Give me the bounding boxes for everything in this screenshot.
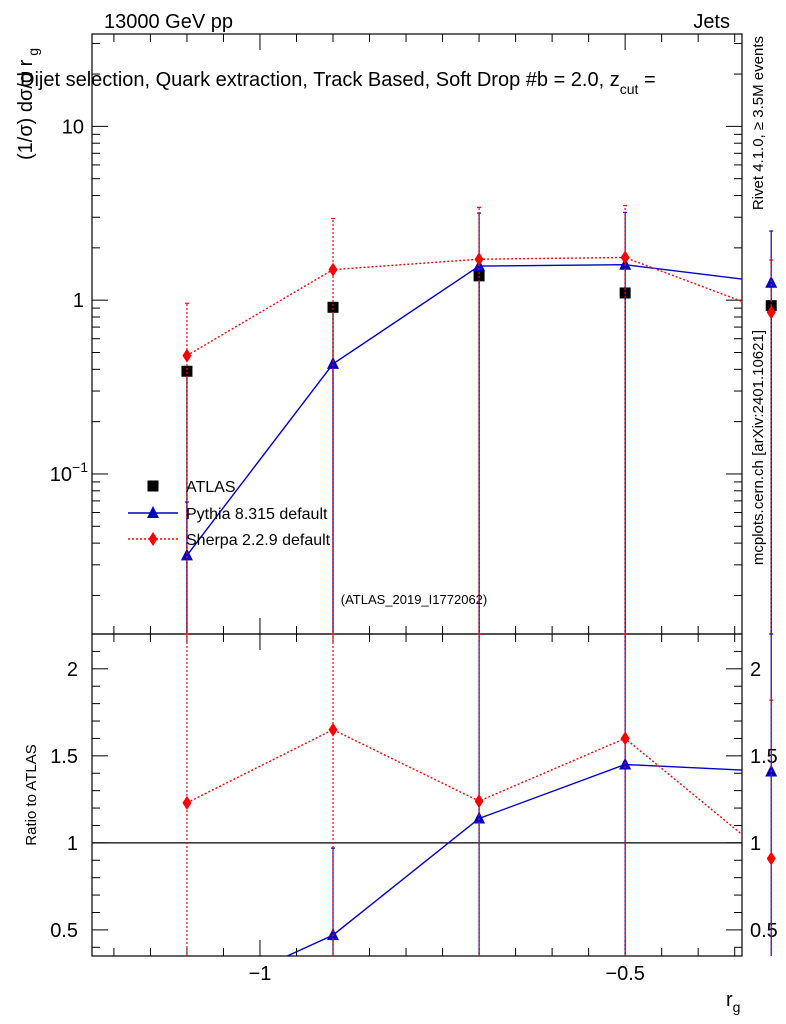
main-y-tick-label-base: 10: [50, 464, 72, 486]
analysis-id-label: (ATLAS_2019_I1772062): [341, 592, 487, 607]
main-y-axis-label: (1/σ) dσ/d r g: [15, 48, 41, 160]
main-point-triangle: [327, 356, 340, 369]
main-y-axis-label-sub: g: [25, 48, 41, 56]
main-point-diamond: [620, 250, 630, 265]
category-label: Jets: [693, 11, 730, 33]
legend-marker-square: [147, 480, 159, 492]
main-point-triangle: [180, 548, 193, 561]
legend-label: Sherpa 2.2.9 default: [186, 532, 331, 549]
legend: ATLAS Pythia 8.315 default Sherpa 2.2.9 de…: [128, 479, 331, 549]
main-line-diamond: [186, 256, 742, 357]
ratio-panel-frame: [91, 633, 743, 957]
ratio-y-tick-label-left: 0.5: [50, 920, 78, 942]
plot-title: Dijet selection, Quark extraction, Track…: [20, 69, 656, 97]
ratio-point-diamond: [620, 731, 630, 746]
ratio-y-tick-label-left: 1: [67, 833, 78, 855]
ratio-point-triangle: [473, 811, 486, 824]
ratio-y-tick-label-right: 2: [750, 659, 761, 681]
ratio-line-diamond: [186, 728, 742, 836]
legend-marker-triangle: [147, 506, 159, 518]
legend-label: ATLAS: [186, 479, 236, 496]
side-label-mcplots: mcplots.cern.ch [arXiv:2401.10621]: [750, 330, 767, 565]
main-point-diamond: [182, 348, 192, 363]
main-line-triangle: [186, 263, 742, 556]
main-y-tick-label: 10−1: [50, 459, 88, 486]
main-point-diamond: [474, 252, 484, 267]
legend-marker-diamond: [148, 532, 158, 546]
ratio-y-tick-label-right: 1.5: [750, 746, 778, 768]
ratio-y-axis-label: Ratio to ATLAS: [23, 744, 40, 845]
ratio-y-tick-label-left: 2: [67, 659, 78, 681]
main-series-group: [180, 205, 778, 634]
ratio-point-diamond: [182, 795, 192, 810]
ratio-series-group: [182, 633, 778, 956]
main-y-tick-label: 1: [73, 290, 84, 312]
side-label-rivet: Rivet 4.1.0, ≥ 3.5M events: [750, 36, 767, 210]
legend-label: Pythia 8.315 default: [186, 506, 328, 523]
main-y-axis-label-main: (1/σ) dσ/d r: [15, 59, 37, 160]
x-axis-label-sub: g: [733, 999, 741, 1015]
x-tick-label: −1: [249, 963, 272, 985]
main-point-diamond: [328, 262, 338, 277]
plot-title-sub: cut: [620, 81, 639, 97]
plot-title-tail: =: [638, 69, 655, 91]
x-tick-label: −0.5: [605, 963, 644, 985]
ratio-point-diamond: [474, 794, 484, 809]
ratio-y-tick-label-right: 0.5: [750, 920, 778, 942]
main-point-diamond: [766, 305, 776, 320]
main-point-square: [181, 365, 193, 377]
ratio-line-triangle: [285, 763, 742, 956]
x-axis-label: rg: [726, 989, 740, 1015]
main-point-square: [327, 301, 339, 313]
x-axis-label-main: r: [726, 989, 733, 1011]
ratio-point-diamond: [766, 851, 776, 866]
ratio-y-tick-label-left: 1.5: [50, 746, 78, 768]
energy-label: 13000 GeV pp: [104, 11, 233, 33]
plot-title-main: Dijet selection, Quark extraction, Track…: [20, 69, 620, 91]
main-y-tick-label-exp: −1: [72, 459, 88, 475]
main-y-tick-label: 10: [62, 116, 84, 138]
ratio-axis-ticks: −1 −0.5 0.5 0.5 1 1 1.5 1.5 2 2: [50, 633, 778, 985]
ratio-y-tick-label-right: 1: [750, 833, 761, 855]
ratio-point-diamond: [328, 722, 338, 737]
